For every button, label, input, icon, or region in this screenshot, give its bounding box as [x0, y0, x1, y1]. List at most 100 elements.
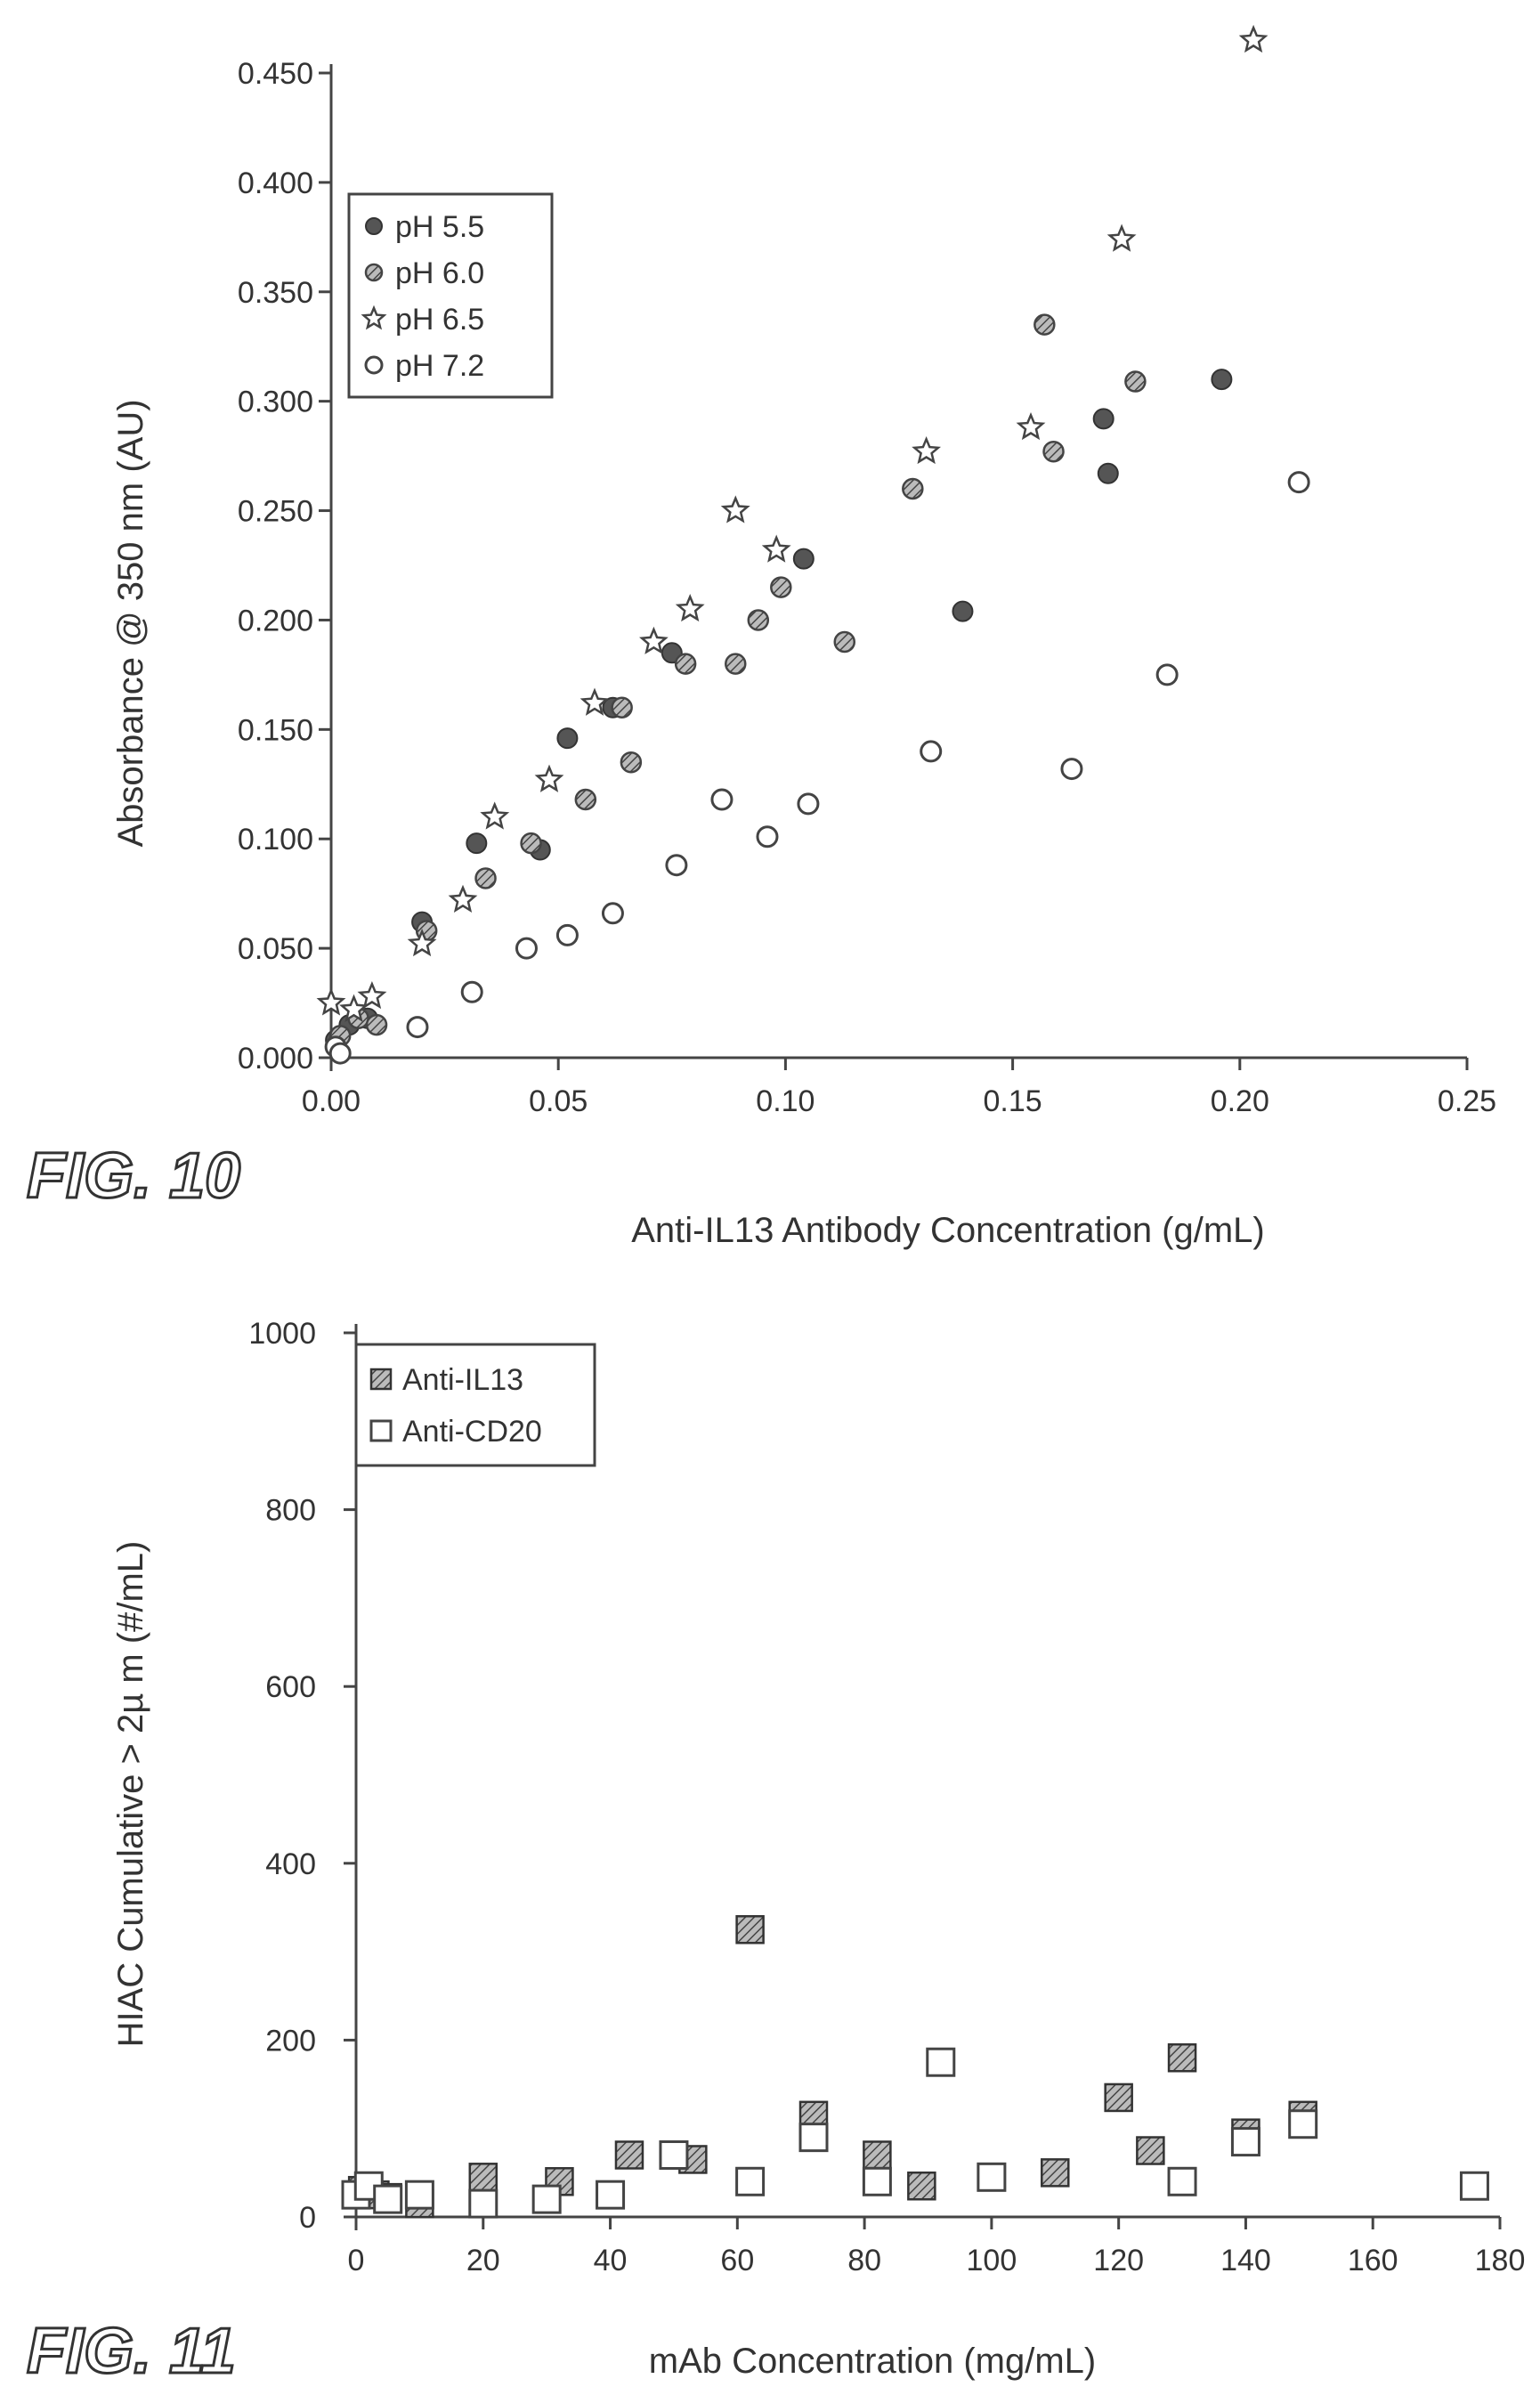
absorbance-chart-y-tick-label: 0.200 [238, 604, 313, 637]
hiac-chart-x-axis-title: mAb Concentration (mg/mL) [649, 2342, 1096, 2381]
absorbance-chart-y-axis-title: Absorbance @ 350 nm (AU) [111, 399, 150, 847]
absorbance-chart-point-ph-5-5 [1097, 462, 1119, 484]
absorbance-chart-point-ph-5-5 [952, 600, 974, 622]
absorbance-chart-legend: pH 5.5 pH 6.0 pH 6.5 pH 7.2 [347, 192, 554, 399]
absorbance-chart-point-ph-6-0 [833, 630, 856, 654]
absorbance-chart-point-ph-7-2 [328, 1042, 352, 1065]
hiac-chart-point-anti-cd20 [862, 2166, 892, 2196]
absorbance-chart: 0.00 0.05 0.10 0.15 0.20 0.25 0.000 0.050 0.100… [26, 24, 1496, 1250]
hiac-chart-point-anti-cd20 [659, 2139, 689, 2170]
absorbance-chart-point-ph-6-0 [674, 653, 697, 675]
absorbance-chart-point-ph-6-5 [357, 980, 387, 1010]
absorbance-chart-y-tick-label: 0.450 [238, 57, 313, 91]
absorbance-chart-point-ph-6-0 [1124, 370, 1147, 393]
absorbance-chart-point-ph-7-2 [665, 854, 688, 877]
absorbance-chart-point-ph-7-2 [460, 980, 483, 1003]
hiac-chart-x-tick-label: 20 [466, 2244, 500, 2277]
hiac-chart-y-tick-label: 800 [265, 1494, 316, 1528]
absorbance-chart-y-tick-label: 0.050 [238, 932, 313, 966]
hiac-chart-legend-box [354, 1343, 596, 1467]
hiac-chart-point-anti-cd20 [1167, 2166, 1197, 2196]
absorbance-chart-point-ph-6-5 [639, 626, 669, 654]
hiac-chart-point-anti-il13 [468, 2163, 498, 2192]
absorbance-chart-point-ph-7-2 [1060, 758, 1083, 781]
hiac-chart-point-anti-il13 [1136, 2136, 1165, 2165]
absorbance-chart-point-ph-6-0 [474, 867, 497, 889]
fig10-label: FIG. 10 [27, 1141, 240, 1212]
hiac-chart-point-anti-cd20 [531, 2184, 562, 2214]
hiac-chart-legend-marker [369, 1419, 393, 1442]
absorbance-chart-point-ph-7-2 [406, 1016, 429, 1039]
hiac-chart-point-anti-cd20 [735, 2166, 766, 2196]
absorbance-chart-point-ph-6-0 [520, 832, 542, 855]
absorbance-chart-point-ph-7-2 [601, 902, 624, 925]
hiac-chart-point-anti-cd20 [926, 2047, 956, 2077]
absorbance-chart-point-ph-6-0 [611, 696, 633, 719]
absorbance-chart-point-ph-6-0 [574, 788, 597, 811]
hiac-chart-y-tick-label: 0 [299, 2201, 316, 2235]
absorbance-chart-point-ph-7-2 [555, 923, 579, 946]
hiac-chart-x-tick-label: 80 [847, 2244, 881, 2277]
absorbance-chart-point-ph-6-5 [339, 994, 369, 1022]
absorbance-chart-point-ph-6-0 [620, 751, 643, 774]
hiac-chart-point-anti-il13 [1104, 2082, 1133, 2113]
absorbance-chart-point-ph-6-5 [316, 987, 346, 1016]
hiac-chart-x-tick-label: 0 [348, 2244, 365, 2277]
hiac-chart-point-anti-il13 [1041, 2158, 1070, 2188]
absorbance-chart-point-ph-6-5 [1016, 411, 1046, 441]
absorbance-chart-points [316, 24, 1310, 1065]
fig11-label: FIG. 11 [27, 2316, 236, 2387]
hiac-chart-legend: Anti-IL13 Anti-CD20 [354, 1343, 596, 1467]
hiac-chart-y-ticks: 0 200 400 600 800 1000 [248, 1317, 356, 2235]
absorbance-chart-point-ph-6-0 [747, 609, 770, 631]
hiac-chart-point-anti-cd20 [977, 2162, 1007, 2192]
absorbance-chart-point-ph-7-2 [797, 792, 820, 816]
hiac-chart-legend-label: Anti-IL13 [402, 1363, 523, 1397]
hiac-chart-y-axis-title: HIAC Cumulative > 2µ m (#/mL) [111, 1541, 150, 2048]
hiac-chart-y-tick-label: 600 [265, 1670, 316, 1704]
absorbance-chart-point-ph-7-2 [1287, 471, 1310, 494]
hiac-chart-point-anti-cd20 [1459, 2171, 1489, 2201]
hiac-chart-point-anti-il13 [863, 2140, 892, 2170]
absorbance-chart-y-tick-label: 0.250 [238, 495, 313, 529]
absorbance-chart-point-ph-6-5 [580, 687, 610, 716]
absorbance-chart-point-ph-6-0 [365, 1013, 388, 1036]
hiac-chart-x-ticks: 0 20 40 60 80 100 120 140 160 180 [348, 2217, 1525, 2277]
absorbance-chart-point-ph-6-5 [534, 764, 564, 792]
absorbance-chart-axes [329, 64, 1467, 1071]
absorbance-chart-point-ph-6-5 [761, 534, 791, 563]
absorbance-chart-point-ph-6-0 [1042, 440, 1065, 463]
absorbance-chart-y-tick-label: 0.000 [238, 1042, 313, 1076]
absorbance-chart-y-ticks: 0.000 0.050 0.100 0.150 0.200 0.250 0.300 0.350… [238, 57, 331, 1076]
absorbance-chart-y-tick-label: 0.350 [238, 276, 313, 310]
absorbance-chart-point-ph-6-0 [1033, 313, 1056, 336]
absorbance-chart-legend-label: pH 7.2 [395, 349, 484, 383]
hiac-chart-x-tick-label: 140 [1220, 2244, 1271, 2277]
hiac-chart-points [341, 1915, 1489, 2219]
hiac-chart-y-tick-label: 1000 [248, 1317, 316, 1351]
absorbance-chart-point-ph-6-0 [725, 653, 747, 675]
absorbance-chart-y-tick-label: 0.100 [238, 823, 313, 857]
hiac-chart-y-tick-label: 400 [265, 1847, 316, 1881]
hiac-chart: 0 20 40 60 80 100 120 140 160 180 0 200 400 600 800 10… [26, 1317, 1526, 2389]
absorbance-chart-legend-label: pH 6.0 [395, 256, 484, 290]
hiac-chart-point-anti-cd20 [596, 2180, 626, 2210]
absorbance-chart-point-ph-6-5 [1106, 223, 1137, 252]
absorbance-chart-x-ticks: 0.00 0.05 0.10 0.15 0.20 0.25 [302, 1058, 1496, 1118]
hiac-chart-point-anti-cd20 [373, 2184, 403, 2214]
absorbance-chart-y-tick-label: 0.400 [238, 166, 313, 200]
absorbance-chart-point-ph-7-2 [515, 937, 538, 960]
hiac-chart-y-tick-label: 200 [265, 2024, 316, 2058]
absorbance-chart-point-ph-5-5 [466, 832, 488, 855]
absorbance-chart-y-tick-label: 0.300 [238, 386, 313, 419]
hiac-chart-x-tick-label: 60 [720, 2244, 754, 2277]
absorbance-chart-point-ph-6-5 [407, 928, 437, 957]
hiac-chart-point-anti-il13 [735, 1915, 765, 1944]
absorbance-chart-x-tick-label: 0.10 [756, 1084, 815, 1118]
absorbance-chart-legend-marker [364, 263, 384, 282]
absorbance-chart-legend-marker [364, 355, 384, 375]
absorbance-chart-point-ph-6-5 [480, 801, 510, 830]
absorbance-chart-point-ph-6-0 [770, 576, 792, 598]
absorbance-chart-legend-label: pH 6.5 [395, 303, 484, 337]
